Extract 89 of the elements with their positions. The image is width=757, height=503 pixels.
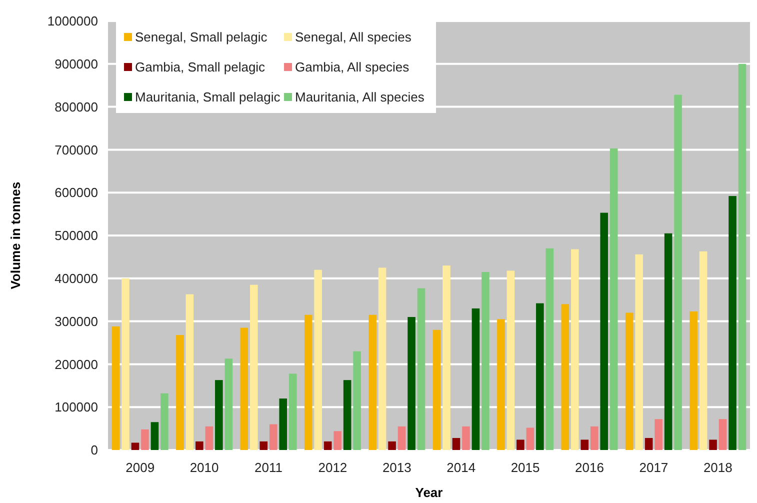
y-axis-title: Volume in tonnes [8, 182, 23, 290]
bar [112, 326, 120, 450]
bar [497, 319, 505, 450]
legend-label: Mauritania, All species [295, 90, 425, 105]
bar [378, 268, 386, 450]
bar [699, 251, 708, 450]
bar [131, 442, 140, 450]
x-tick-label: 2011 [254, 460, 282, 475]
bar [260, 441, 268, 450]
bar [635, 254, 643, 450]
y-tick-label: 100000 [54, 400, 98, 415]
bar [472, 308, 480, 450]
bar [186, 294, 194, 450]
bar [250, 284, 258, 450]
bar [398, 426, 406, 450]
bar [516, 440, 524, 450]
bar [343, 380, 352, 450]
bar [644, 438, 653, 450]
bar [482, 272, 490, 450]
bar [334, 431, 342, 450]
bar [240, 328, 248, 450]
bar [353, 351, 361, 450]
bar [625, 312, 634, 450]
bar [546, 248, 554, 450]
bar [674, 94, 682, 450]
x-axis-title: Year [415, 485, 443, 500]
x-tick-label: 2013 [382, 460, 412, 475]
bar [610, 148, 618, 450]
bar [432, 330, 441, 450]
legend-label: Senegal, Small pelagic [135, 30, 268, 45]
y-tick-label: 700000 [54, 142, 98, 158]
bar [288, 374, 297, 450]
bar [141, 429, 149, 450]
bar [718, 419, 727, 450]
x-tick-label: 2015 [510, 460, 540, 475]
bar [561, 304, 570, 450]
bar [442, 266, 450, 450]
y-tick-label: 0 [90, 442, 98, 458]
bar [408, 317, 416, 450]
bar [324, 441, 332, 450]
y-tick-label: 800000 [54, 99, 98, 114]
legend-label: Gambia, Small pelagic [135, 60, 266, 75]
bar [728, 196, 736, 450]
legend-label: Gambia, All species [295, 60, 410, 75]
y-tick-label: 300000 [54, 314, 98, 329]
legend-label: Senegal, All species [295, 30, 412, 45]
bar [269, 424, 278, 450]
bar [664, 233, 672, 450]
bar [462, 426, 470, 450]
x-tick-label: 2010 [190, 460, 219, 475]
y-tick-label: 600000 [54, 185, 98, 200]
bar [205, 426, 214, 450]
bar [506, 270, 515, 450]
bar [160, 393, 168, 450]
bar [368, 314, 376, 450]
bar [388, 441, 396, 450]
y-tick-label: 1000000 [47, 14, 98, 29]
bar [570, 249, 579, 450]
x-tick-label: 2017 [639, 460, 668, 475]
bar [580, 440, 589, 450]
x-tick-label: 2018 [703, 460, 732, 475]
y-tick-label: 900000 [54, 56, 98, 72]
bar [654, 419, 662, 450]
bar [590, 426, 598, 450]
x-tick-label: 2016 [575, 460, 604, 475]
bar [176, 335, 184, 450]
bar [738, 64, 746, 450]
bar [196, 441, 204, 450]
bar [150, 422, 159, 450]
bar [215, 380, 223, 450]
x-tick-label: 2014 [446, 460, 476, 475]
bar [536, 303, 544, 450]
bar [526, 428, 534, 450]
y-tick-label: 200000 [54, 356, 98, 372]
y-tick-label: 500000 [54, 228, 98, 244]
bar [709, 440, 717, 450]
legend-label: Mauritania, Small pelagic [135, 90, 281, 105]
bar [224, 358, 233, 450]
x-tick-label: 2009 [126, 460, 155, 475]
bar [417, 288, 426, 450]
bar [600, 212, 608, 450]
bar [304, 314, 312, 450]
bar [314, 270, 322, 450]
bar [452, 438, 460, 450]
x-tick-label: 2012 [318, 460, 348, 475]
bar [279, 398, 288, 450]
bar [122, 278, 130, 450]
y-tick-label: 400000 [54, 270, 98, 286]
bar [690, 311, 698, 450]
